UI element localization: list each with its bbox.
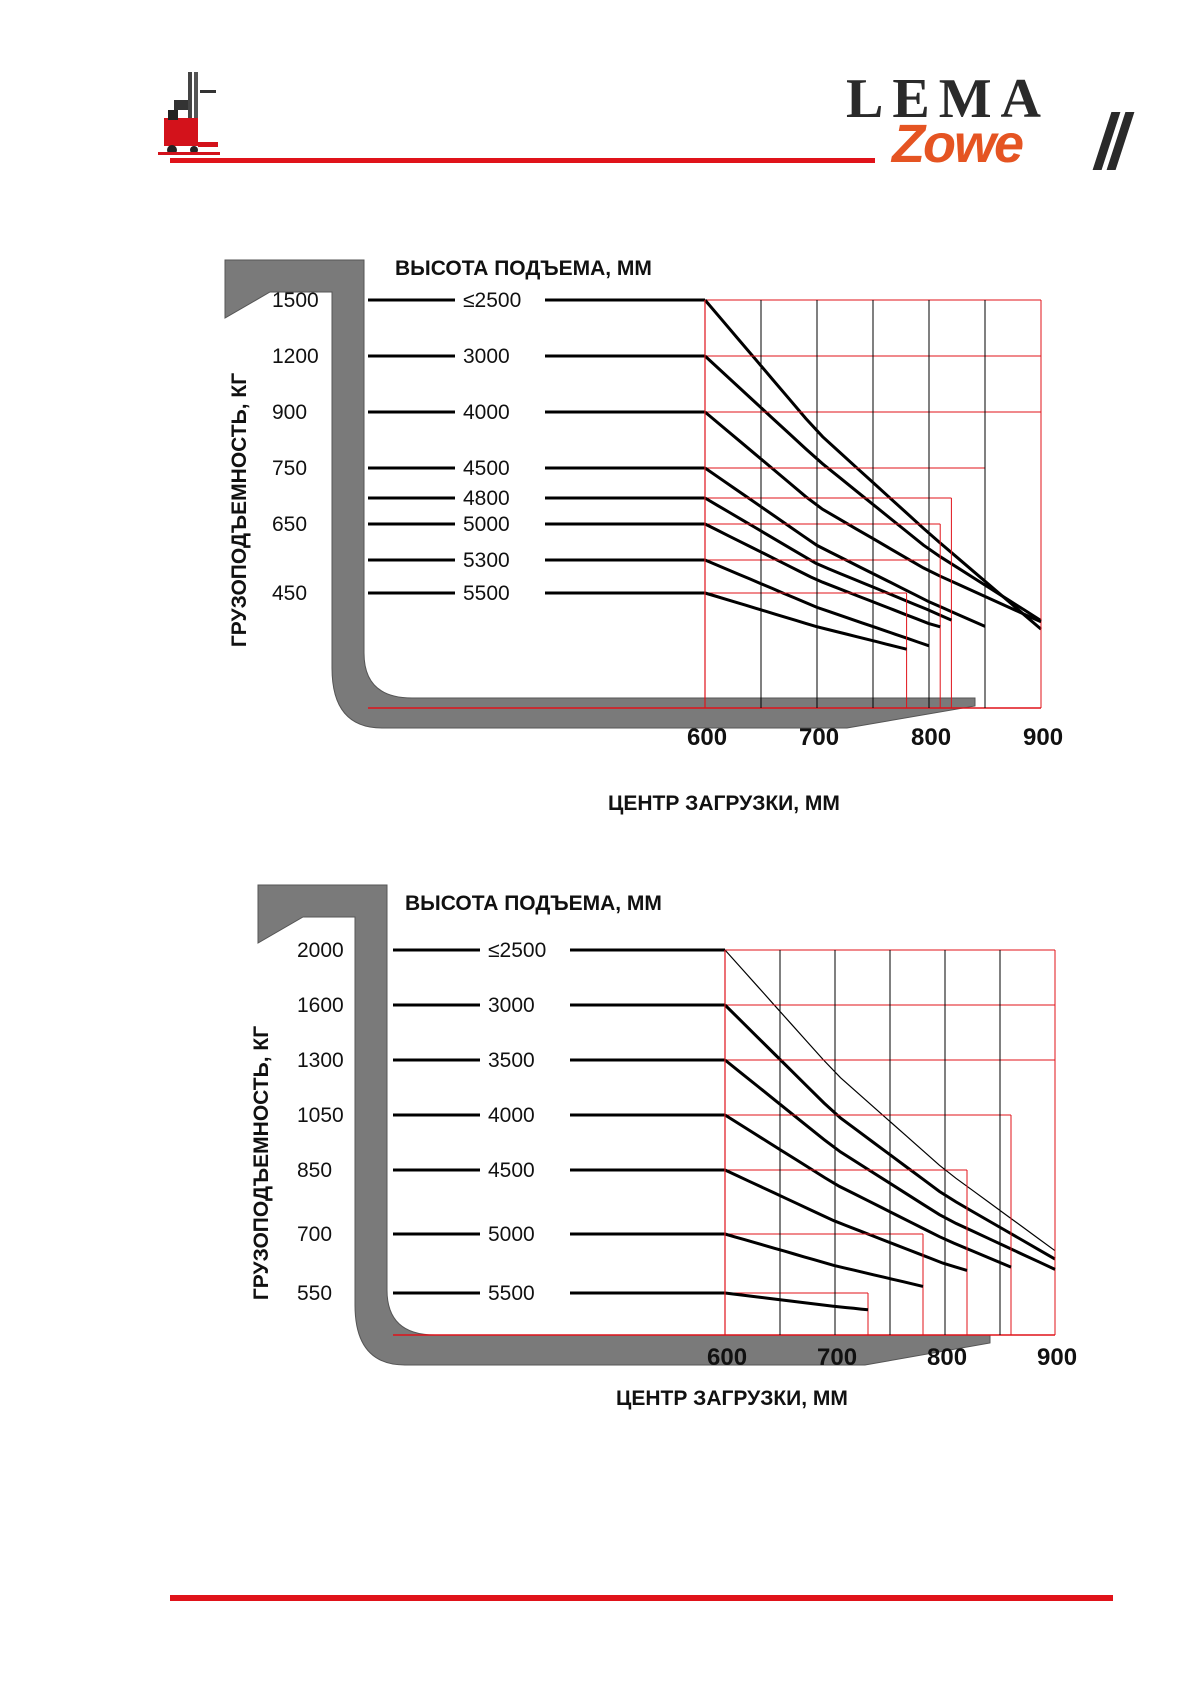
forklift-stacker-icon — [158, 72, 220, 155]
load-chart-2: ВЫСОТА ПОДЪЕМА, ММ ГРУЗОПОДЪЕМНОСТЬ, КГ ЦЕ… — [250, 884, 1077, 1410]
footer-divider — [170, 1595, 1113, 1601]
capacity-label: 2000 — [297, 939, 344, 962]
capacity-label: 850 — [297, 1159, 332, 1182]
x-tick-label: 800 — [911, 724, 951, 751]
x-axis-label: ЦЕНТР ЗАГРУЗКИ, ММ — [616, 1387, 848, 1410]
x-axis-label: ЦЕНТР ЗАГРУЗКИ, ММ — [608, 792, 840, 815]
y-axis-label: ГРУЗОПОДЪЕМНОСТЬ, КГ — [250, 1026, 273, 1300]
height-label: 3000 — [488, 994, 535, 1017]
height-label: ≤2500 — [488, 939, 546, 962]
height-label: 4000 — [463, 401, 510, 424]
height-label: 3000 — [463, 345, 510, 368]
capacity-label: 650 — [272, 513, 307, 536]
capacity-curve — [724, 1232, 924, 1288]
x-tick-label: 800 — [927, 1344, 967, 1371]
height-label: 4500 — [463, 457, 510, 480]
logo-text-zowe: Zowe — [892, 114, 1024, 174]
height-label: 5500 — [488, 1282, 535, 1305]
height-label: ≤2500 — [463, 289, 521, 312]
chart-title: ВЫСОТА ПОДЪЕМА, ММ — [395, 257, 652, 280]
capacity-label: 550 — [297, 1282, 332, 1305]
logo-text-lema: LEMA — [846, 68, 1050, 130]
height-label: 5500 — [463, 582, 510, 605]
lema-zowe-logo: LEMA Zowe — [840, 68, 1135, 174]
height-label: 4800 — [463, 487, 510, 510]
capacity-label: 1050 — [297, 1104, 344, 1127]
x-tick-label: 900 — [1037, 1344, 1077, 1371]
capacity-label: 1500 — [272, 289, 319, 312]
capacity-label: 700 — [297, 1223, 332, 1246]
capacity-curve — [724, 1168, 968, 1272]
x-tick-label: 600 — [707, 1344, 747, 1371]
height-label: 4000 — [488, 1104, 535, 1127]
x-tick-label: 600 — [687, 724, 727, 751]
height-label: 4500 — [488, 1159, 535, 1182]
capacity-curve — [704, 522, 941, 629]
capacity-curve — [704, 496, 953, 622]
capacity-label: 450 — [272, 582, 307, 605]
capacity-label: 900 — [272, 401, 307, 424]
height-label: 5000 — [488, 1223, 535, 1246]
fork-shape — [224, 259, 976, 729]
capacity-label: 1300 — [297, 1049, 344, 1072]
load-chart-1: ВЫСОТА ПОДЪЕМА, ММ ГРУЗОПОДЪЕМНОСТЬ, КГ ЦЕ… — [224, 257, 1063, 815]
capacity-label: 1600 — [297, 994, 344, 1017]
height-label: 5300 — [463, 549, 510, 572]
capacity-curve — [724, 1113, 1012, 1269]
x-tick-label: 900 — [1023, 724, 1063, 751]
header-divider — [170, 158, 875, 163]
y-axis-label: ГРУЗОПОДЪЕМНОСТЬ, КГ — [228, 373, 251, 647]
chart-title: ВЫСОТА ПОДЪЕМА, ММ — [405, 892, 662, 915]
height-label: 3500 — [488, 1049, 535, 1072]
capacity-label: 750 — [272, 457, 307, 480]
fork-shape — [257, 884, 991, 1366]
height-label: 5000 — [463, 513, 510, 536]
x-tick-label: 700 — [817, 1344, 857, 1371]
capacity-label: 1200 — [272, 345, 319, 368]
capacity-curve — [724, 1291, 869, 1312]
x-tick-label: 700 — [799, 724, 839, 751]
